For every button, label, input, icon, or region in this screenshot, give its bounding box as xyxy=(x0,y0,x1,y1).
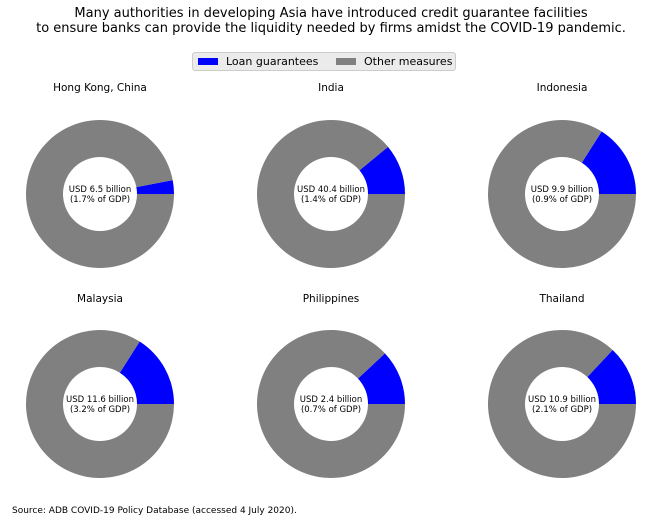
center-label-gdp-share-philippines: (0.7% of GDP) xyxy=(301,405,361,415)
center-label-amount-thailand: USD 10.9 billion xyxy=(528,395,596,405)
slice-loan-guarantees-thailand xyxy=(587,350,636,404)
chart-title-line-1: Many authorities in developing Asia have… xyxy=(74,6,588,21)
panel-title-indonesia: Indonesia xyxy=(537,82,588,94)
slice-other-measures-india xyxy=(257,119,405,268)
center-label-amount-malaysia: USD 11.6 billion xyxy=(66,395,134,405)
donut-panel-hong-kong-china: Hong Kong, China USD 6.5 billion(1.7% of … xyxy=(25,82,174,269)
center-label-amount-hong-kong-china: USD 6.5 billion xyxy=(69,185,132,195)
center-label-amount-philippines: USD 2.4 billion xyxy=(300,395,363,405)
legend-swatch-other-measures xyxy=(336,58,356,65)
slice-loan-guarantees-hong-kong-china xyxy=(136,180,174,194)
slice-other-measures-malaysia xyxy=(26,330,174,479)
slice-loan-guarantees-malaysia xyxy=(119,341,174,404)
slice-other-measures-indonesia xyxy=(488,120,636,269)
donut-panel-philippines: Philippines USD 2.4 billion(0.7% of GDP) xyxy=(257,293,405,478)
chart-title-line-2: to ensure banks can provide the liquidit… xyxy=(36,21,626,36)
center-label-gdp-share-malaysia: (3.2% of GDP) xyxy=(70,405,130,415)
donut-panel-thailand: Thailand USD 10.9 billion(2.1% of GDP) xyxy=(488,293,636,478)
center-label-amount-india: USD 40.4 billion xyxy=(297,185,365,195)
legend-swatch-loan-guarantees xyxy=(198,58,218,65)
legend: Loan guarantees Other measures xyxy=(192,52,456,71)
panel-title-india: India xyxy=(318,82,344,94)
slice-loan-guarantees-indonesia xyxy=(581,131,636,194)
donut-panel-malaysia: Malaysia USD 11.6 billion(3.2% of GDP) xyxy=(26,293,174,479)
panel-title-thailand: Thailand xyxy=(538,293,584,305)
slice-other-measures-thailand xyxy=(488,330,636,478)
panel-title-philippines: Philippines xyxy=(303,293,360,305)
panel-title-malaysia: Malaysia xyxy=(77,293,123,305)
donut-panel-indonesia: Indonesia USD 9.9 billion(0.9% of GDP) xyxy=(488,82,636,269)
slice-loan-guarantees-philippines xyxy=(357,353,405,404)
center-label-amount-indonesia: USD 9.9 billion xyxy=(531,185,594,195)
slice-other-measures-philippines xyxy=(257,329,405,478)
slice-other-measures-hong-kong-china xyxy=(25,120,174,269)
center-label-gdp-share-thailand: (2.1% of GDP) xyxy=(532,405,592,415)
center-label-gdp-share-india: (1.4% of GDP) xyxy=(301,195,361,205)
source-note: Source: ADB COVID-19 Policy Database (ac… xyxy=(12,506,297,516)
panel-title-hong-kong-china: Hong Kong, China xyxy=(53,82,147,94)
donut-panel-india: India USD 40.4 billion(1.4% of GDP) xyxy=(257,82,405,268)
center-label-gdp-share-indonesia: (0.9% of GDP) xyxy=(532,195,592,205)
legend-label-loan-guarantees: Loan guarantees xyxy=(226,55,319,68)
slice-loan-guarantees-india xyxy=(359,146,405,194)
center-label-gdp-share-hong-kong-china: (1.7% of GDP) xyxy=(70,195,130,205)
legend-label-other-measures: Other measures xyxy=(364,55,453,68)
